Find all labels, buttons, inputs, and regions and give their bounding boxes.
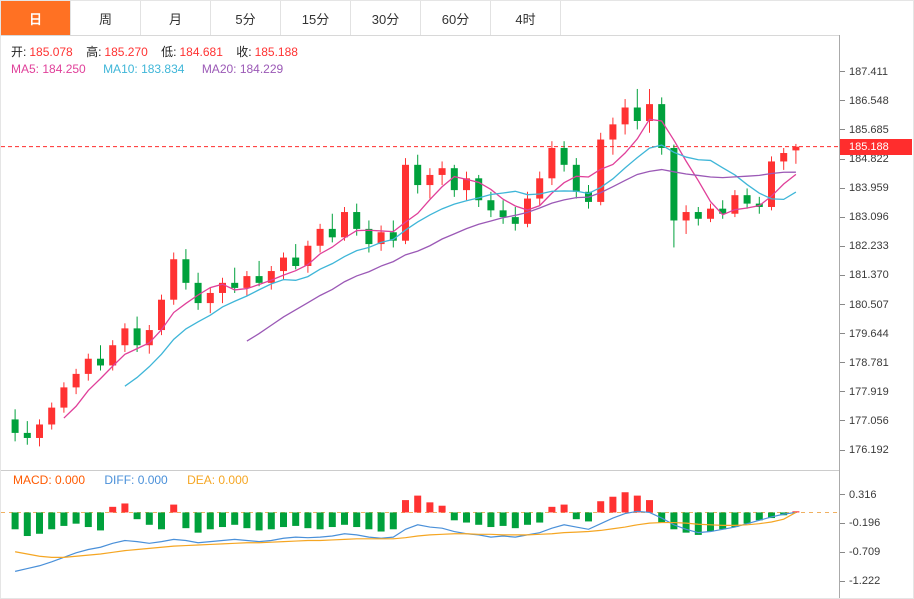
macd-chart[interactable] (1, 490, 839, 599)
tab-4hour[interactable]: 4时 (491, 1, 561, 35)
ohlc-header: 开: 185.078 高: 185.270 低: 184.681 收: 185.188 (11, 43, 298, 60)
diff-line (14, 510, 796, 572)
dea-value: DEA: 0.000 (187, 473, 249, 487)
price-tick: 181.370 (840, 269, 889, 281)
diff-value: DIFF: 0.000 (104, 473, 168, 487)
timeframe-tabs: 日周月 5分 15分 30分 60分 4时 (1, 1, 913, 36)
macd-tick: -0.196 (840, 517, 880, 529)
price-tick: 178.781 (840, 357, 889, 369)
high-value: 185.270 (104, 45, 148, 59)
ma20-value: MA20: 184.229 (201, 62, 284, 76)
ma-header: MA5: 184.250 MA10: 183.834 MA20: 184.229 (11, 62, 297, 76)
low-value: 184.681 (179, 45, 223, 59)
high-label: 高: (86, 45, 102, 59)
macd-tick: -1.222 (840, 575, 880, 587)
macd-value: MACD: 0.000 (13, 473, 86, 487)
tab-15min[interactable]: 15分 (281, 1, 351, 35)
current-price-label: 185.188 (840, 138, 912, 155)
tab-month[interactable]: 月 (141, 1, 211, 35)
price-tick: 177.056 (840, 415, 889, 427)
ma5-value: MA5: 184.250 (11, 62, 86, 76)
price-tick: 187.411 (840, 66, 888, 78)
ma10-value: MA10: 183.834 (103, 62, 185, 76)
open-value: 185.078 (29, 45, 73, 59)
open-label: 开: (11, 45, 27, 59)
price-tick: 184.822 (840, 153, 889, 165)
price-tick: 183.096 (840, 211, 889, 223)
close-value: 185.188 (254, 45, 298, 59)
price-tick: 176.192 (840, 444, 889, 456)
price-axis: 185.188 187.411 186.548 185.685 184.822 183.… (839, 35, 913, 470)
tab-week[interactable]: 周 (71, 1, 141, 35)
price-tick: 180.507 (840, 299, 889, 311)
price-tick: 182.233 (840, 240, 889, 252)
tab-day[interactable]: 日 (1, 1, 71, 35)
tab-60min[interactable]: 60分 (421, 1, 491, 35)
candles (11, 88, 800, 447)
price-tick: 179.644 (840, 328, 889, 340)
price-tick: 177.919 (840, 386, 889, 398)
candlestick-chart[interactable] (1, 35, 839, 470)
tab-30min[interactable]: 30分 (351, 1, 421, 35)
macd-tick: -0.709 (840, 546, 880, 558)
price-tick: 183.959 (840, 182, 889, 194)
macd-axis: 0.316 -0.196 -0.709 -1.222 (839, 470, 913, 598)
macd-header: MACD: 0.000 DIFF: 0.000 DEA: 0.000 (13, 473, 264, 487)
price-tick: 186.548 (840, 95, 889, 107)
panel-divider (1, 470, 913, 471)
dea-line (14, 511, 797, 558)
tab-5min[interactable]: 5分 (211, 1, 281, 35)
price-tick: 185.685 (840, 124, 889, 136)
low-label: 低: (161, 45, 177, 59)
ma10-line (124, 144, 797, 387)
ma20-line (246, 168, 796, 342)
macd-tick: 0.316 (840, 489, 877, 501)
close-label: 收: (236, 45, 252, 59)
ma5-line (63, 118, 797, 419)
